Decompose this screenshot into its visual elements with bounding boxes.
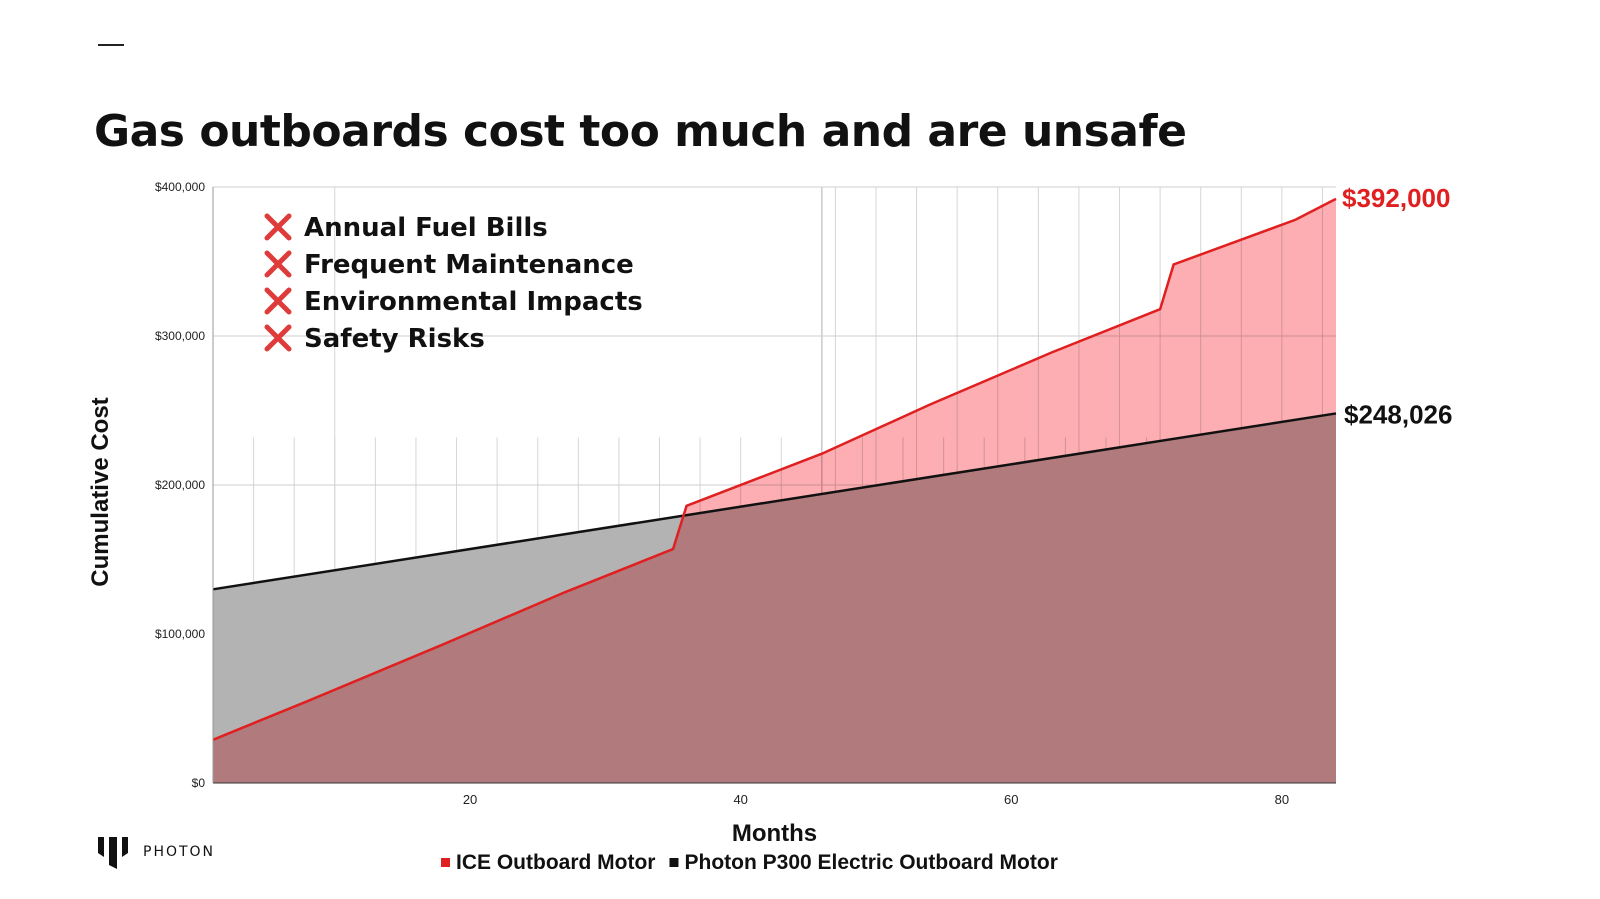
legend-swatch-ice <box>441 858 450 867</box>
y-axis-title: Cumulative Cost <box>87 397 114 586</box>
electric-end-value: $248,026 <box>1344 399 1452 429</box>
x-tick-label: 20 <box>463 792 477 807</box>
y-tick-label: $400,000 <box>155 180 205 194</box>
brand-logo: PHOTON <box>97 835 215 869</box>
title-accent-dash <box>98 44 124 46</box>
cross-mark-icon <box>264 287 292 315</box>
ice-line <box>212 197 1337 741</box>
brand-name: PHOTON <box>143 844 216 860</box>
chart-lines <box>212 197 1337 741</box>
chart-areas <box>213 198 1336 784</box>
legend-label-ice: ICE Outboard Motor <box>456 851 655 874</box>
y-tick-label: $200,000 <box>155 478 205 492</box>
y-tick-label: $300,000 <box>155 329 205 343</box>
bullet-item: Safety Risks <box>304 324 485 354</box>
bullet-item: Annual Fuel Bills <box>304 213 548 243</box>
x-tick-label: 60 <box>1004 792 1018 807</box>
cross-mark-icon <box>264 324 292 352</box>
page-title: Gas outboards cost too much and are unsa… <box>94 106 1187 157</box>
y-tick-label: $100,000 <box>155 627 205 641</box>
bullet-item: Frequent Maintenance <box>304 250 634 280</box>
cross-mark-icon <box>264 213 292 241</box>
photon-logo-icon <box>98 837 128 869</box>
legend-label-electric: Photon P300 Electric Outboard Motor <box>684 851 1057 874</box>
legend-swatch-electric <box>669 858 679 867</box>
y-tick-label: $0 <box>192 776 206 790</box>
bullet-item: Environmental Impacts <box>304 287 643 317</box>
cross-stroke <box>264 213 292 241</box>
cross-stroke <box>264 287 292 315</box>
cross-stroke <box>264 250 292 278</box>
cross-mark-icon <box>264 250 292 278</box>
x-tick-label: 80 <box>1275 792 1289 807</box>
electric-line <box>212 412 1337 591</box>
ice-area <box>213 198 1336 784</box>
chart-labels: $0 $100,000 $200,000 $300,000 $400,000 20 40 60… <box>87 180 1452 874</box>
ice-end-value: $392,000 <box>1342 183 1450 213</box>
axes <box>212 187 1336 784</box>
x-axis-title: Months <box>732 820 817 847</box>
cross-stroke <box>264 324 292 352</box>
x-tick-label: 40 <box>733 792 747 807</box>
